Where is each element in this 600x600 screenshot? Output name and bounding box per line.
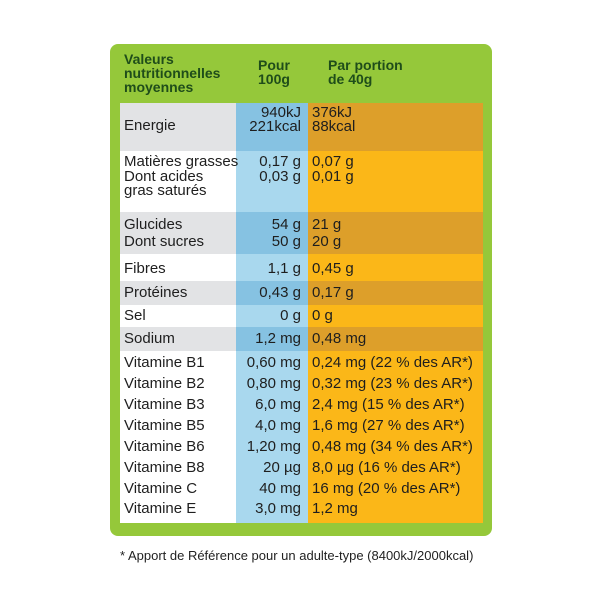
vitamine-b1-portion: 0,24 mg (22 % des AR*): [312, 354, 473, 371]
portion-column: [308, 103, 483, 523]
row-label-vitamine-b8: Vitamine B8: [124, 459, 205, 476]
row-label-fibres: Fibres: [124, 260, 166, 277]
glucides-band: [120, 212, 483, 254]
mg-portion: 0,07 g: [312, 153, 354, 170]
per100-column: [236, 103, 308, 523]
row-label-vitamine-b3: Vitamine B3: [124, 396, 205, 413]
header-per-portion: Par portion de 40g: [328, 57, 403, 87]
row-label-vitamine-c: Vitamine C: [124, 480, 198, 497]
row-label-vitamine-b1: Vitamine B1: [124, 354, 205, 371]
vitamine-c-per100: 40 mg: [259, 480, 301, 497]
energie-portion: 376kJ 88kcal: [312, 104, 356, 135]
sel-per100: 0 g: [280, 307, 301, 324]
footnote: * Apport de Référence pour un adulte-typ…: [120, 548, 474, 563]
header-per-100g: Pour 100g: [258, 57, 290, 87]
header-values-label: Valeurs nutritionnelles moyennes: [124, 51, 221, 95]
row-label-proteines: Protéines: [124, 284, 188, 301]
mg-per100: 0,17 g: [259, 153, 301, 170]
vitamine-b5-per100: 4,0 mg: [255, 417, 301, 434]
sucres-portion: 20 g: [312, 233, 342, 250]
row-label-vitamine-b5: Vitamine B5: [124, 417, 205, 434]
vitamine-b2-portion: 0,32 mg (23 % des AR*): [312, 375, 473, 392]
vitamine-b6-portion: 0,48 mg (34 % des AR*): [312, 438, 473, 455]
fibres-portion: 0,45 g: [312, 260, 354, 277]
row-label-glucides: Glucides: [124, 216, 183, 233]
acides-per100: 0,03 g: [259, 168, 301, 185]
vitamine-b5-portion: 1,6 mg (27 % des AR*): [312, 417, 465, 434]
vitamine-b3-portion: 2,4 mg (15 % des AR*): [312, 396, 465, 413]
vitamine-b2-per100: 0,80 mg: [246, 375, 301, 392]
row-label-sodium: Sodium: [124, 330, 175, 347]
vitamine-e-portion: 1,2 mg: [312, 500, 358, 517]
vitamine-b1-per100: 0,60 mg: [246, 354, 301, 371]
glucides-portion: 21 g: [312, 216, 342, 233]
row-label-sel: Sel: [124, 307, 146, 324]
sodium-band: [120, 327, 483, 351]
row-label-vitamine-b6: Vitamine B6: [124, 438, 205, 455]
row-label-sucres: Dont sucres: [124, 233, 205, 250]
proteines-band: [120, 281, 483, 305]
sodium-per100: 1,2 mg: [255, 330, 301, 347]
row-label-vitamine-e: Vitamine E: [124, 500, 197, 517]
vitamine-b6-per100: 1,20 mg: [246, 438, 301, 455]
energy-band: [120, 103, 483, 151]
row-label-vitamine-b2: Vitamine B2: [124, 375, 205, 392]
row-label-acides-gras: Dont acides gras saturés: [124, 168, 207, 199]
vitamine-b3-per100: 6,0 mg: [255, 396, 301, 413]
vitamine-b8-portion: 8,0 µg (16 % des AR*): [312, 459, 461, 476]
vitamine-c-portion: 16 mg (20 % des AR*): [312, 480, 461, 497]
row-label-energie: Energie: [124, 117, 176, 134]
fibres-per100: 1,1 g: [267, 260, 301, 277]
sucres-per100: 50 g: [271, 233, 301, 250]
glucides-per100: 54 g: [271, 216, 301, 233]
proteines-per100: 0,43 g: [259, 284, 301, 301]
acides-portion: 0,01 g: [312, 168, 354, 185]
vitamine-b8-per100: 20 µg: [263, 459, 301, 476]
proteines-portion: 0,17 g: [312, 284, 354, 301]
sel-portion: 0 g: [312, 307, 333, 324]
energie-per100: 940kJ 221kcal: [249, 104, 301, 135]
label-column: [120, 103, 236, 523]
sodium-portion: 0,48 mg: [312, 330, 367, 347]
vitamine-e-per100: 3,0 mg: [255, 500, 301, 517]
row-label-matieres-grasses: Matières grasses: [124, 153, 239, 170]
